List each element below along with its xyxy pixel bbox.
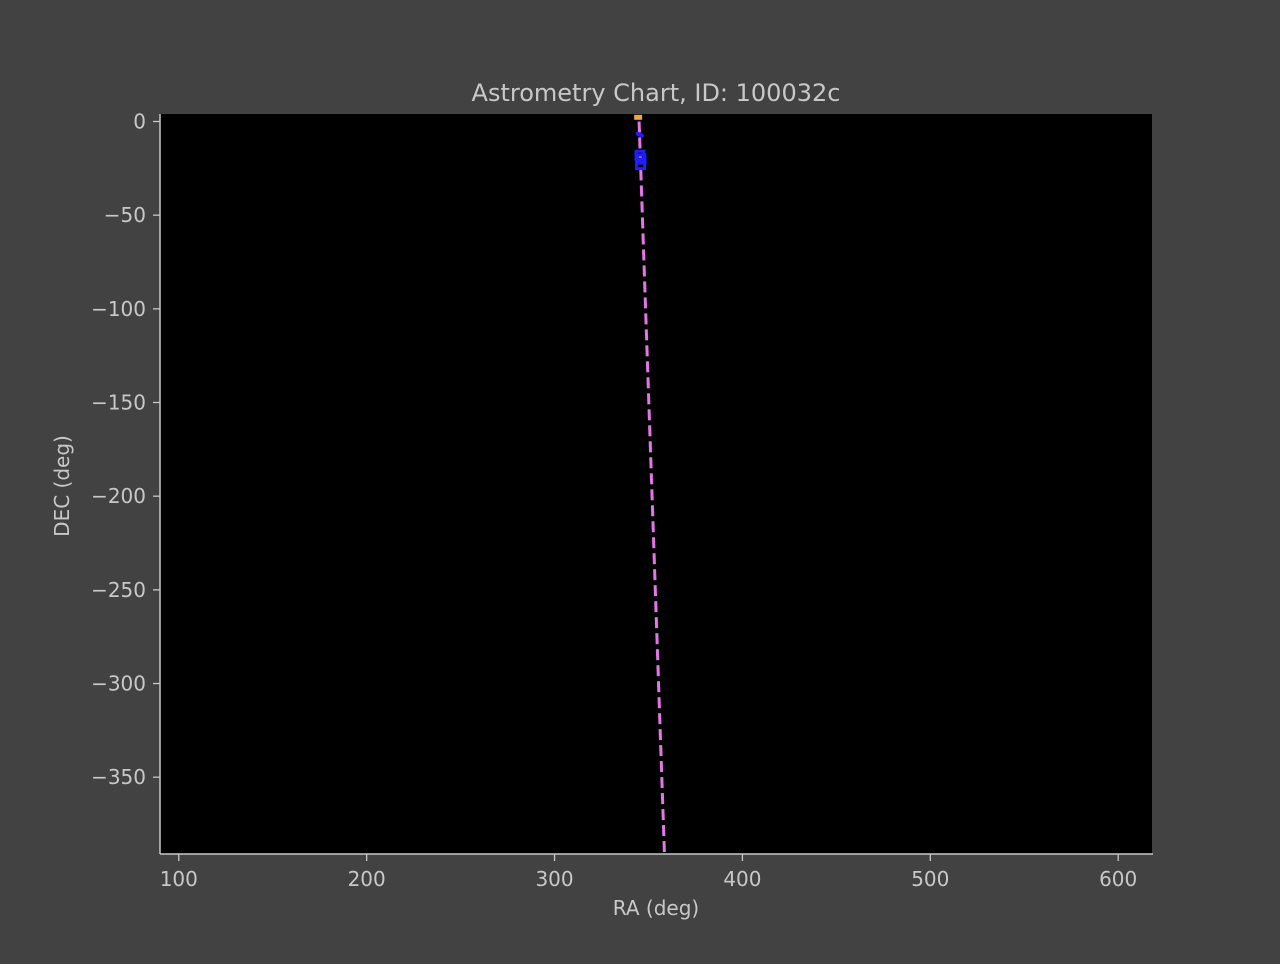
y-tick-label: −300 [91, 672, 146, 696]
x-tick-label: 100 [160, 867, 198, 891]
trajectory-line [637, 121, 666, 855]
x-tick-label: 200 [348, 867, 386, 891]
y-tick-label: −50 [104, 203, 146, 227]
observation-point [635, 159, 647, 171]
y-tick-label: −200 [91, 484, 146, 508]
x-tick-label: 300 [535, 867, 573, 891]
x-axis-label: RA (deg) [613, 896, 699, 920]
y-tick-label: −150 [91, 391, 146, 415]
y-tick-label: −250 [91, 578, 146, 602]
reference-point [634, 114, 643, 120]
observation-point [635, 153, 647, 165]
y-tick-label: 0 [133, 109, 146, 133]
x-tick-label: 400 [723, 867, 761, 891]
y-axis-label: DEC (deg) [50, 435, 74, 537]
observation-segment [635, 131, 644, 138]
x-tick-label: 600 [1099, 867, 1137, 891]
y-tick-label: −350 [91, 765, 146, 789]
plot-area [160, 114, 1152, 854]
x-ticks: 100 200 300 400 500 600 [160, 854, 1137, 891]
chart-title: Astrometry Chart, ID: 100032c [472, 79, 841, 107]
data-layer [634, 114, 666, 855]
y-tick-label: −100 [91, 297, 146, 321]
y-ticks: 0 −50 −100 −150 −200 −250 −300 −350 [91, 109, 160, 789]
x-tick-label: 500 [911, 867, 949, 891]
